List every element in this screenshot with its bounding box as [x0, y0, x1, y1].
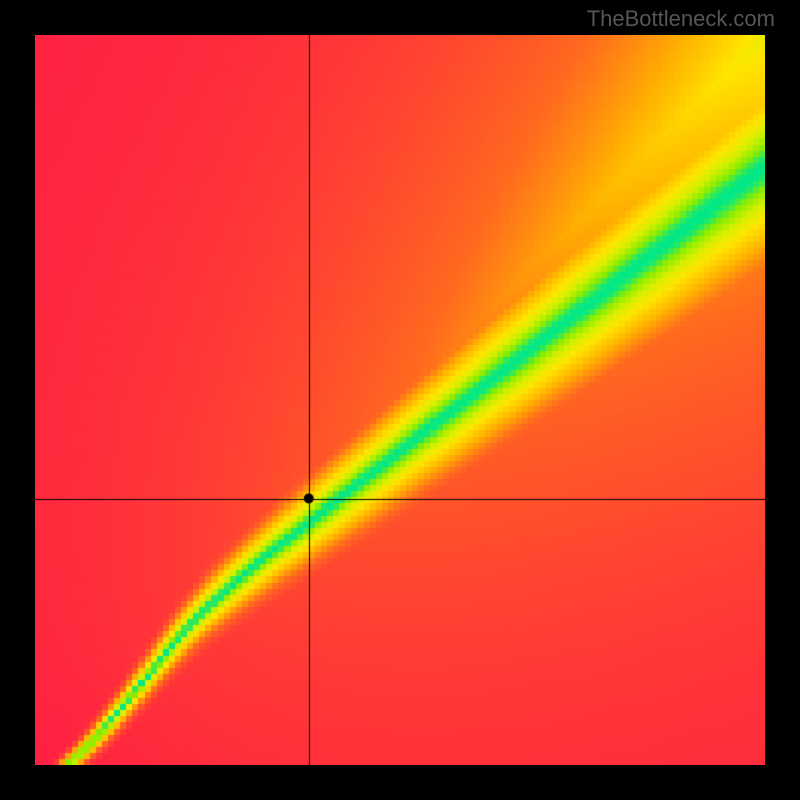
- plot-area: [35, 35, 765, 765]
- branding-label: TheBottleneck.com: [587, 6, 775, 32]
- chart-container: TheBottleneck.com: [0, 0, 800, 800]
- crosshair-overlay: [35, 35, 765, 765]
